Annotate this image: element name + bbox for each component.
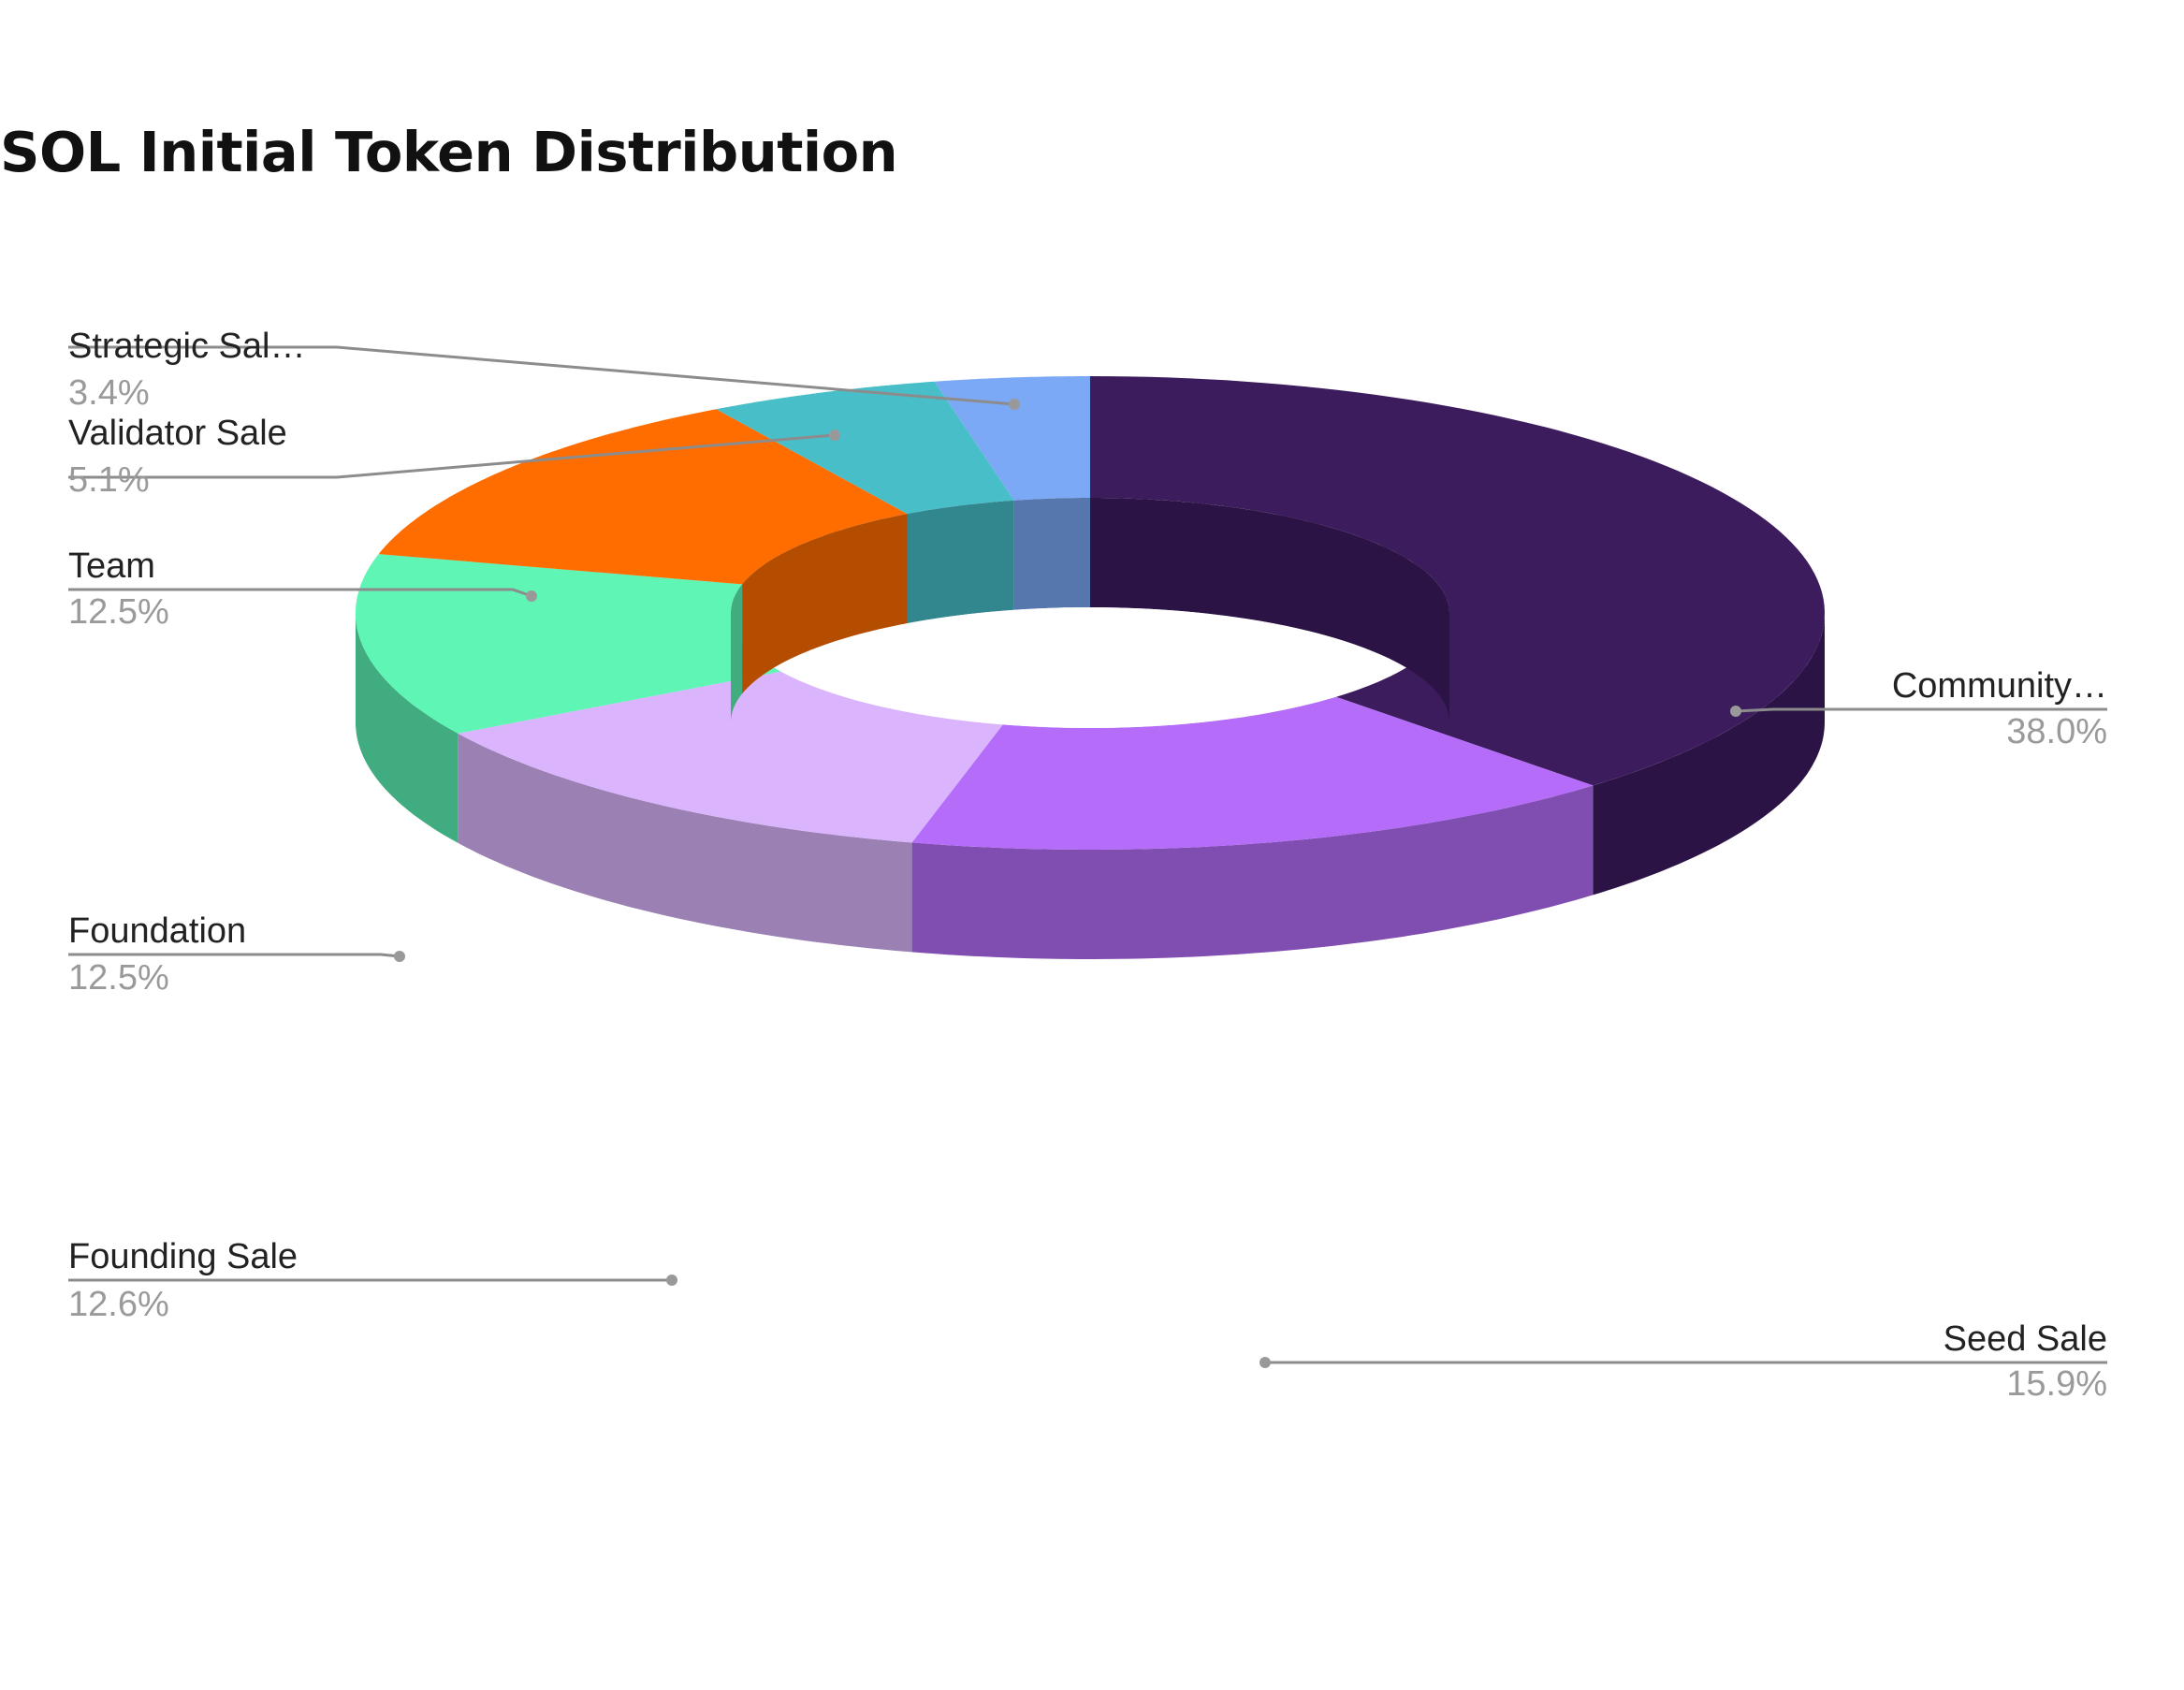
inner-wall-3-0 — [731, 584, 743, 722]
slice-5 — [716, 381, 1014, 515]
leader-dot-6 — [1009, 399, 1020, 410]
leader-line-3 — [68, 953, 400, 958]
slice-label-0: Community… — [1892, 666, 2107, 706]
slice-value-4: 12.5% — [68, 592, 169, 632]
donut-top-faces — [356, 376, 1825, 850]
inner-wall-6-0 — [1013, 498, 1090, 610]
inner-wall-5-0 — [907, 500, 1014, 624]
outer-wall-0 — [1593, 613, 1825, 896]
chart-title: SOL Initial Token Distribution — [0, 120, 898, 184]
leader-line-4 — [68, 588, 532, 598]
slice-label-2: Founding Sale — [68, 1237, 298, 1276]
donut-side-walls — [356, 613, 1825, 959]
leader-dot-4 — [526, 590, 537, 602]
leader-dot-2 — [666, 1275, 677, 1286]
slice-label-3: Foundation — [68, 911, 246, 951]
slice-labels: Community… 38.0% Seed Sale 15.9% Founding Sa… — [68, 327, 2107, 1404]
leader-dot-1 — [1259, 1357, 1271, 1368]
inner-wall-0-0 — [1090, 498, 1449, 722]
slice-1 — [911, 696, 1594, 850]
slice-label-6: Strategic Sal… — [68, 327, 305, 366]
outer-wall-1 — [911, 785, 1594, 959]
slice-label-1: Seed Sale — [1944, 1319, 2107, 1359]
outer-wall-3 — [356, 613, 459, 843]
leader-line-6 — [68, 345, 1015, 406]
leader-dot-3 — [394, 951, 405, 962]
slice-value-5: 5.1% — [68, 460, 150, 500]
slice-0 — [1090, 376, 1825, 786]
outer-wall-2 — [458, 733, 912, 953]
inner-wall-4-0 — [742, 514, 908, 694]
slice-value-6: 3.4% — [68, 373, 150, 413]
leader-dot-0 — [1730, 706, 1741, 717]
leader-line-5 — [68, 433, 836, 479]
slice-4 — [378, 409, 908, 585]
slice-label-5: Validator Sale — [68, 414, 287, 453]
slice-value-2: 12.6% — [68, 1285, 169, 1324]
slice-value-3: 12.5% — [68, 958, 169, 998]
slice-value-0: 38.0% — [2006, 712, 2107, 751]
slice-6 — [934, 376, 1090, 501]
slice-label-4: Team — [68, 546, 155, 586]
leader-line-0 — [1735, 707, 2107, 713]
slice-3 — [356, 554, 781, 734]
leader-dot-5 — [829, 430, 840, 441]
donut-hole — [731, 607, 1449, 728]
slice-value-1: 15.9% — [2006, 1364, 2107, 1404]
slice-2 — [458, 671, 1003, 843]
